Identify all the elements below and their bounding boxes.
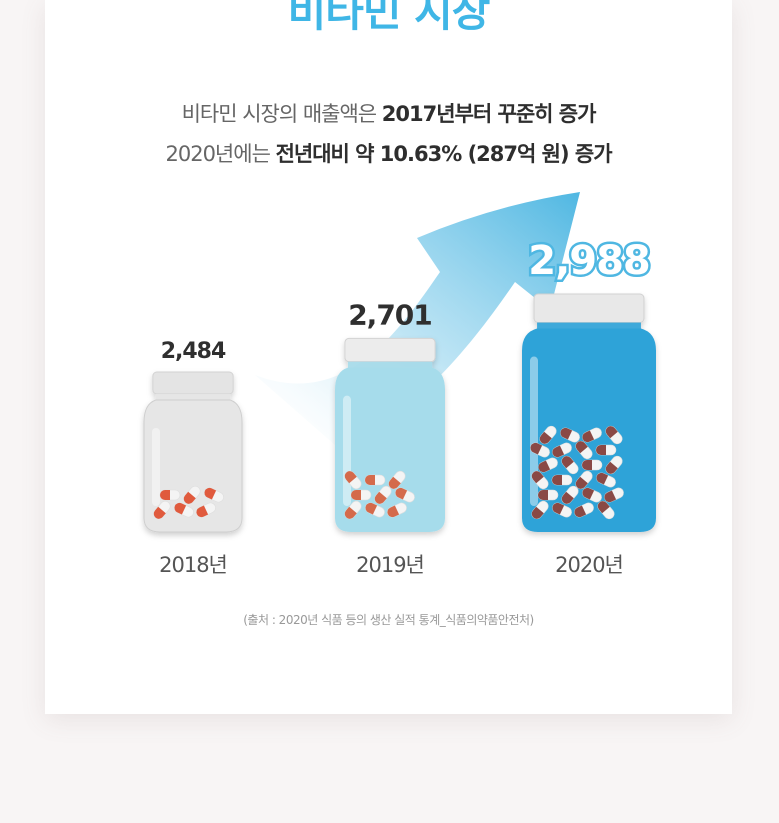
subtitle-line-1-bold: 2017년부터 꾸준히 증가 (381, 102, 597, 126)
pill (344, 470, 362, 490)
pill (344, 500, 362, 520)
category-label: 2018년 (159, 553, 227, 577)
pill (575, 440, 593, 460)
pill (574, 502, 594, 518)
jar-cap (344, 337, 436, 363)
sales-jar-chart: 2,484 2018년 2,701 2019년 2,988 2020년 (143, 192, 656, 577)
pill (530, 442, 550, 458)
pill (575, 470, 593, 490)
subtitle-line-2-bold: 전년대비 약 10.63% (287억 원) 증가 (275, 142, 613, 166)
pill (538, 457, 558, 473)
pill (552, 502, 572, 518)
pill (581, 459, 603, 471)
infographic-card: 비타민 시장 비타민 시장의 매출액은 2017년부터 꾸준히 증가 2020년… (45, 0, 732, 714)
pill (395, 487, 415, 503)
bar-value-label: 2,484 (161, 339, 226, 364)
subtitle-line-2: 2020년에는 전년대비 약 10.63% (287억 원) 증가 (45, 138, 732, 168)
pill (153, 500, 171, 520)
pill (364, 474, 386, 486)
bar-value-label: 2,701 (348, 298, 432, 331)
page-title: 비타민 시장 (287, 0, 491, 36)
pill (365, 502, 385, 518)
jar-0 (143, 371, 243, 533)
pill (552, 442, 572, 458)
pill (531, 470, 549, 490)
pill (196, 502, 216, 518)
pill (561, 485, 579, 505)
subtitle-line-2-plain: 2020년에는 (165, 142, 276, 166)
pill (374, 485, 392, 505)
category-label: 2019년 (356, 553, 424, 577)
pill (159, 489, 181, 501)
pill (183, 485, 201, 505)
pill (582, 487, 602, 503)
jar-1 (335, 337, 445, 532)
pill (560, 427, 580, 443)
pill (531, 500, 549, 520)
pill (174, 502, 194, 518)
pill (388, 470, 406, 490)
pill (604, 487, 624, 503)
pill (596, 472, 616, 488)
pill (350, 489, 372, 501)
source-note: (출처 : 2020년 식품 등의 생산 실적 통계_식품의약품안전처) (243, 613, 534, 627)
pill (597, 500, 615, 520)
subtitle-line-1: 비타민 시장의 매출액은 2017년부터 꾸준히 증가 (45, 98, 732, 128)
jar-cap (533, 293, 645, 324)
category-label: 2020년 (555, 553, 623, 577)
pill (605, 455, 623, 475)
pill (204, 487, 224, 503)
pill (561, 455, 579, 475)
jar-2 (522, 293, 656, 532)
pill (595, 444, 617, 456)
pill (539, 425, 557, 445)
pill (551, 474, 573, 486)
pill (537, 489, 559, 501)
pill (387, 502, 407, 518)
subtitle-line-1-plain: 비타민 시장의 매출액은 (181, 102, 382, 126)
pill (582, 427, 602, 443)
pill (605, 425, 623, 445)
bar-value-label: 2,988 (528, 238, 650, 284)
jar-cap (152, 371, 234, 395)
